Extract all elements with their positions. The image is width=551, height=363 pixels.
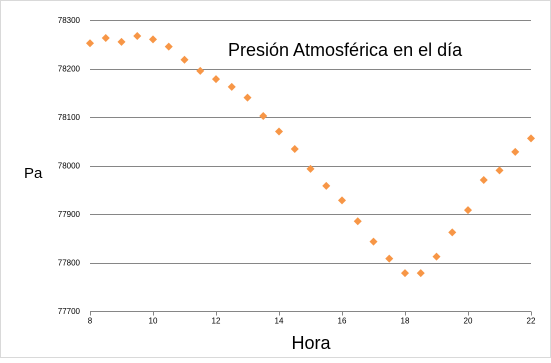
data-point: [212, 75, 220, 84]
data-point: [527, 134, 535, 143]
data-point: [416, 269, 425, 278]
x-tick-label: 22: [527, 317, 536, 326]
data-point: [290, 145, 299, 154]
y-tick-label: 77700: [58, 307, 81, 316]
gridlines: [90, 20, 531, 264]
data-point: [511, 147, 520, 156]
data-point: [432, 252, 441, 261]
x-tick-label: 8: [88, 317, 93, 326]
y-tick-label: 78000: [58, 162, 81, 171]
x-tick-label: 16: [338, 317, 347, 326]
data-point: [86, 39, 94, 48]
tick-labels: 77700 77800 77900 78000 78100 78200 78300 8 10 12…: [58, 16, 536, 326]
data-point: [401, 269, 409, 278]
data-point: [322, 181, 331, 190]
x-tick-label: 14: [275, 317, 284, 326]
y-tick-label: 77900: [58, 210, 81, 219]
data-point: [495, 166, 504, 175]
x-tick-label: 20: [464, 317, 473, 326]
data-point: [275, 127, 283, 136]
y-tick-label: 78100: [58, 113, 81, 122]
data-point: [338, 196, 346, 205]
data-points: [86, 32, 535, 278]
data-point: [164, 42, 173, 51]
data-point: [227, 82, 236, 91]
data-point: [479, 176, 488, 185]
axes: [90, 311, 532, 316]
data-point: [180, 55, 189, 64]
data-point: [464, 206, 472, 215]
x-axis-label: Hora: [291, 333, 331, 353]
data-point: [259, 112, 268, 121]
x-tick-label: 12: [212, 317, 221, 326]
data-point: [117, 37, 126, 46]
chart-title: Presión Atmosférica en el día: [228, 40, 463, 60]
data-point: [101, 33, 110, 42]
y-tick-label: 78300: [58, 16, 81, 25]
data-point: [306, 164, 315, 173]
data-point: [243, 93, 252, 102]
y-tick-label: 77800: [58, 259, 81, 268]
data-point: [133, 32, 142, 41]
data-point: [196, 66, 205, 75]
y-axis-label: Pa: [24, 165, 43, 182]
data-point: [353, 217, 362, 226]
x-tick-label: 18: [401, 317, 410, 326]
data-point: [149, 35, 157, 44]
x-tick-label: 10: [149, 317, 158, 326]
y-tick-label: 78200: [58, 65, 81, 74]
data-point: [369, 237, 378, 246]
data-point: [448, 228, 457, 237]
data-point: [385, 254, 394, 263]
